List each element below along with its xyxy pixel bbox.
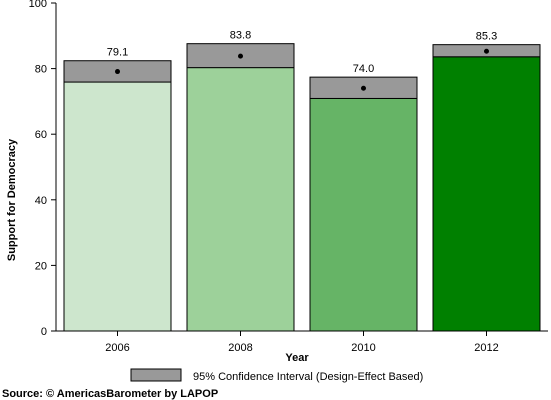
point-estimate	[238, 53, 243, 59]
bars: 79.1 83.8 74.0 85.3	[63, 30, 541, 332]
value-label: 79.1	[107, 47, 128, 59]
y-tick-label: 60	[35, 129, 47, 141]
point-estimate	[484, 48, 489, 54]
y-axis-title: Support for Democracy	[6, 138, 18, 261]
y-tick-label: 40	[35, 195, 47, 207]
y-tick-label: 20	[35, 260, 47, 272]
bar	[432, 56, 541, 332]
bar-group: 85.3	[432, 31, 541, 332]
point-estimate	[361, 85, 366, 91]
x-tick-label: 2010	[351, 342, 375, 354]
x-axis: 2006 2008 2010 2012	[56, 330, 548, 354]
bar-group: 74.0	[309, 63, 418, 332]
value-label: 83.8	[230, 30, 251, 42]
bar	[186, 67, 295, 332]
y-tick-label: 0	[41, 326, 47, 338]
x-axis-title: Year	[285, 352, 309, 364]
bar	[63, 81, 172, 332]
legend: 95% Confidence Interval (Design-Effect B…	[130, 368, 423, 383]
bar-group: 83.8	[186, 30, 295, 332]
y-axis: 0 20 40 60 80 100	[29, 0, 57, 338]
bar	[309, 97, 418, 332]
value-label: 85.3	[476, 31, 497, 43]
y-tick-label: 100	[29, 0, 47, 10]
x-tick-label: 2006	[105, 342, 129, 354]
x-tick-label: 2008	[228, 342, 252, 354]
legend-label: 95% Confidence Interval (Design-Effect B…	[193, 371, 423, 383]
value-label: 74.0	[353, 63, 374, 75]
x-tick-label: 2012	[474, 342, 498, 354]
bar-group: 79.1	[63, 47, 172, 332]
legend-swatch	[130, 368, 182, 382]
y-tick-label: 80	[35, 64, 47, 76]
source-note: Source: © AmericasBarometer by LAPOP	[2, 388, 218, 400]
point-estimate	[115, 69, 120, 75]
